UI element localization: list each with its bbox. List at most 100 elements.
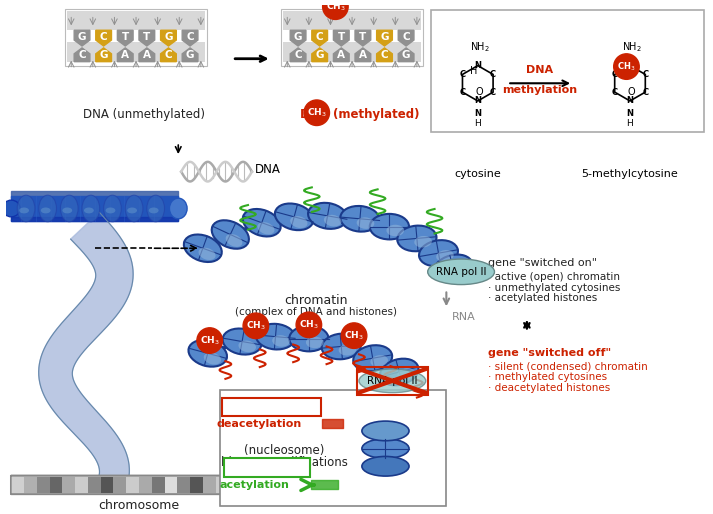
Text: (nucleosome): (nucleosome) <box>244 444 324 456</box>
Text: DNA (methylated): DNA (methylated) <box>300 108 420 121</box>
Text: · deacetylated histones: · deacetylated histones <box>488 383 610 393</box>
Ellipse shape <box>380 359 419 386</box>
Polygon shape <box>376 30 392 46</box>
Ellipse shape <box>322 334 361 359</box>
Bar <box>190 477 202 493</box>
Ellipse shape <box>82 195 100 222</box>
Ellipse shape <box>414 236 432 248</box>
FancyBboxPatch shape <box>431 10 704 133</box>
Text: G: G <box>402 50 411 60</box>
Text: N: N <box>474 97 481 105</box>
Text: CH$_3$: CH$_3$ <box>344 329 364 342</box>
Text: O: O <box>628 87 635 97</box>
Text: H: H <box>474 119 481 127</box>
Text: N: N <box>627 61 633 70</box>
Text: C: C <box>490 70 496 79</box>
Text: C: C <box>459 87 466 97</box>
Text: RNA: RNA <box>452 312 476 322</box>
FancyBboxPatch shape <box>220 390 446 506</box>
Text: C: C <box>459 70 466 79</box>
Polygon shape <box>74 30 90 46</box>
Bar <box>75 477 88 493</box>
Ellipse shape <box>371 355 388 367</box>
Bar <box>66 9 207 66</box>
Text: N: N <box>627 97 633 105</box>
Text: C: C <box>642 87 648 97</box>
Bar <box>202 477 215 493</box>
Text: C: C <box>186 32 194 42</box>
Polygon shape <box>355 48 371 62</box>
Text: G: G <box>315 50 324 60</box>
Ellipse shape <box>257 222 275 234</box>
Ellipse shape <box>362 439 409 458</box>
Ellipse shape <box>147 195 165 222</box>
Bar <box>254 477 267 493</box>
Text: C: C <box>402 32 410 42</box>
Circle shape <box>197 328 222 353</box>
Text: C: C <box>165 50 173 60</box>
Text: G: G <box>99 50 108 60</box>
Text: C: C <box>316 32 324 42</box>
Text: G: G <box>380 32 389 42</box>
Text: DNA: DNA <box>526 65 553 76</box>
Circle shape <box>342 323 366 348</box>
Ellipse shape <box>451 264 468 276</box>
Polygon shape <box>139 48 155 62</box>
Ellipse shape <box>238 340 256 352</box>
Ellipse shape <box>272 335 290 347</box>
Polygon shape <box>11 217 178 221</box>
Text: CH$_3$: CH$_3$ <box>617 60 636 73</box>
Ellipse shape <box>308 203 347 229</box>
Text: C: C <box>100 32 108 42</box>
Text: cytosine: cytosine <box>454 169 501 179</box>
Text: T: T <box>143 32 150 42</box>
Ellipse shape <box>436 250 453 262</box>
Text: CH$_3$: CH$_3$ <box>307 106 327 119</box>
Ellipse shape <box>353 345 392 371</box>
Polygon shape <box>160 48 176 62</box>
Ellipse shape <box>306 337 324 348</box>
Polygon shape <box>334 48 349 62</box>
Text: RNA pol II: RNA pol II <box>367 376 418 386</box>
Polygon shape <box>290 30 306 46</box>
Text: N: N <box>474 109 481 118</box>
Bar <box>11 477 24 493</box>
Text: C: C <box>642 70 648 79</box>
Text: CH$_3$: CH$_3$ <box>246 320 266 332</box>
Polygon shape <box>355 30 371 46</box>
Polygon shape <box>399 48 414 62</box>
Ellipse shape <box>397 226 436 251</box>
Text: NH$_2$: NH$_2$ <box>470 40 490 54</box>
Ellipse shape <box>434 254 473 281</box>
Text: acetylation: acetylation <box>220 480 289 490</box>
Ellipse shape <box>362 456 409 476</box>
Text: chromatin: chromatin <box>284 295 347 307</box>
Ellipse shape <box>397 368 414 380</box>
Ellipse shape <box>386 225 404 236</box>
Polygon shape <box>160 30 176 46</box>
Polygon shape <box>96 48 111 62</box>
Text: C: C <box>612 87 617 97</box>
Ellipse shape <box>324 215 342 227</box>
FancyBboxPatch shape <box>225 458 310 477</box>
Ellipse shape <box>290 216 307 228</box>
Ellipse shape <box>356 217 374 229</box>
Text: C: C <box>78 50 86 60</box>
Bar <box>67 11 205 30</box>
Text: RNA pol II: RNA pol II <box>436 267 486 277</box>
Polygon shape <box>74 48 90 62</box>
Text: methylation: methylation <box>502 85 578 95</box>
Text: gene "switched off": gene "switched off" <box>488 348 611 358</box>
Ellipse shape <box>339 344 356 356</box>
Ellipse shape <box>2 200 20 217</box>
FancyBboxPatch shape <box>11 475 267 494</box>
Text: G: G <box>164 32 173 42</box>
Ellipse shape <box>289 326 329 352</box>
Polygon shape <box>118 30 133 46</box>
Bar <box>228 477 241 493</box>
Ellipse shape <box>204 353 221 364</box>
Circle shape <box>304 100 329 125</box>
Ellipse shape <box>127 208 137 213</box>
Text: C: C <box>490 87 496 97</box>
Text: histone modifications: histone modifications <box>221 456 348 469</box>
